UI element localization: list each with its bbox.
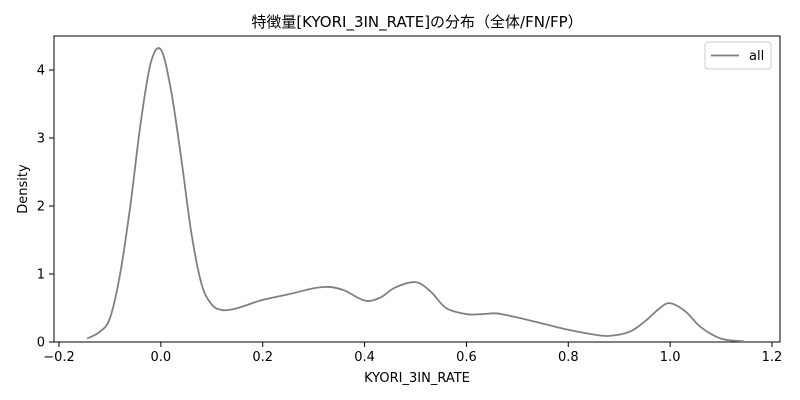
series-line-all [86,47,745,343]
x-tick-label: 0.2 [252,350,273,365]
y-tick-label: 2 [37,200,45,215]
y-tick-label: 0 [37,336,45,351]
y-tick-label: 4 [37,64,45,79]
plot-frame [53,35,781,343]
x-tick-label: 0.8 [558,350,579,365]
legend-label: all [749,49,764,64]
y-axis-ticks: 0 1 2 3 4 [37,64,54,351]
x-tick-label: 0.6 [456,350,477,365]
x-tick-label: 0.0 [151,350,172,365]
series-layer [86,47,745,343]
x-axis-ticks: −0.2 0.0 0.2 0.4 0.6 0.8 1.0 1.2 [43,342,782,365]
x-axis-label: KYORI_3IN_RATE [364,371,470,386]
plot-border [53,35,781,343]
y-tick-label: 3 [37,132,45,147]
x-tick-label: −0.2 [43,350,75,365]
x-tick-label: 1.2 [762,350,783,365]
x-tick-label: 1.0 [660,350,681,365]
y-axis-label: Density [16,164,31,214]
chart-title: 特徴量[KYORI_3IN_RATE]の分布（全体/FN/FP） [251,13,582,32]
legend: all [704,41,772,70]
y-tick-label: 1 [37,268,45,283]
x-tick-label: 0.4 [354,350,375,365]
